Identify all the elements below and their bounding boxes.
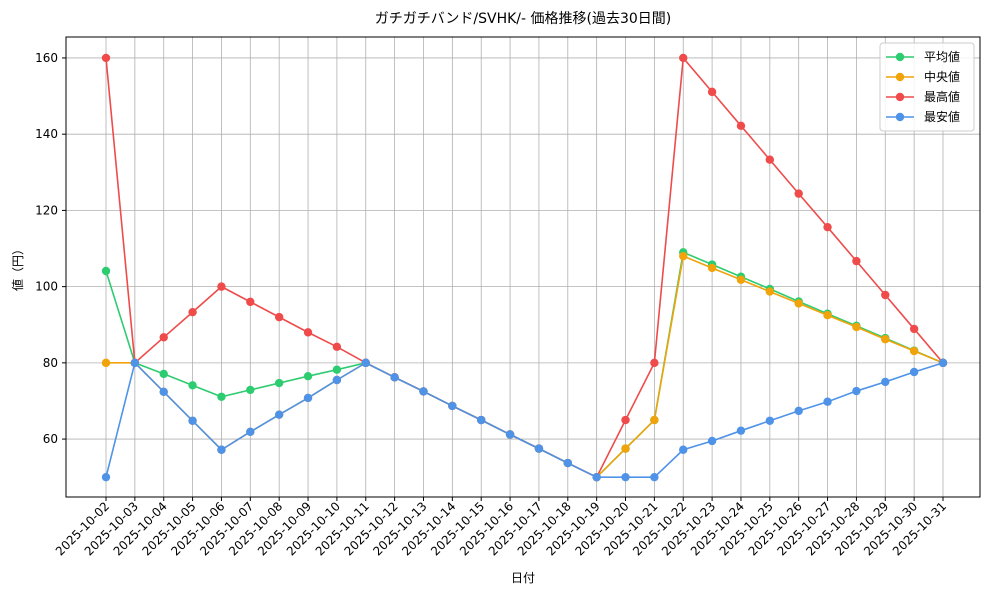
data-point: [909, 324, 919, 334]
y-tick-label: 80: [43, 356, 58, 370]
data-point: [765, 155, 775, 164]
series-line: [105, 361, 944, 478]
data-point: [390, 373, 399, 382]
data-point: [909, 346, 919, 356]
data-point: [303, 393, 313, 403]
data-point: [823, 222, 832, 232]
data-point: [419, 387, 428, 396]
data-point: [621, 472, 630, 482]
data-point: [188, 416, 197, 425]
data-point: [303, 371, 313, 381]
data-point: [823, 397, 832, 406]
y-axis-label: 値（円）: [10, 243, 25, 291]
data-point: [130, 358, 140, 368]
data-point: [621, 415, 630, 425]
y-tick-label: 160: [35, 51, 58, 65]
y-tick-label: 60: [43, 432, 58, 446]
plot-frame: [65, 36, 981, 498]
data-point: [332, 375, 342, 385]
data-point: [852, 386, 861, 396]
data-point: [101, 53, 111, 63]
data-point: [332, 342, 342, 352]
legend-label: 最安値: [924, 109, 960, 124]
data-point: [303, 328, 313, 337]
data-point: [188, 307, 197, 317]
data-point: [650, 358, 659, 368]
legend-marker: [895, 52, 905, 62]
data-point: [736, 426, 746, 435]
data-point: [881, 377, 890, 387]
data-point: [736, 275, 746, 284]
legend-label: 中央値: [924, 69, 960, 84]
data-point: [477, 415, 486, 425]
data-point: [794, 406, 803, 416]
data-point: [650, 472, 659, 482]
data-point: [707, 436, 717, 446]
data-point: [794, 299, 803, 308]
data-point: [881, 335, 890, 344]
data-point: [765, 416, 775, 425]
data-point: [159, 387, 168, 397]
data-point: [101, 358, 111, 368]
data-point: [909, 367, 919, 377]
data-point: [592, 472, 601, 482]
y-tick-label: 120: [35, 203, 58, 217]
data-point: [101, 472, 111, 482]
data-point: [188, 381, 197, 390]
data-point: [794, 189, 803, 198]
data-point: [274, 378, 284, 388]
data-point: [881, 290, 890, 300]
data-point: [679, 445, 688, 454]
data-point: [246, 297, 255, 307]
data-point: [679, 53, 688, 63]
data-point: [707, 263, 717, 273]
legend-box: [879, 42, 975, 132]
y-tick-label: 140: [35, 127, 58, 141]
data-point: [246, 427, 255, 437]
legend-marker: [895, 112, 905, 122]
data-point: [217, 445, 226, 454]
data-point: [852, 256, 861, 266]
data-point: [736, 121, 746, 130]
data-point: [274, 410, 284, 419]
data-point: [852, 322, 861, 332]
data-point: [274, 312, 284, 322]
data-point: [505, 430, 515, 439]
data-point: [563, 458, 572, 468]
data-point: [679, 251, 688, 261]
data-point: [246, 385, 255, 395]
legend-marker: [895, 72, 905, 82]
legend-label: 平均値: [924, 49, 960, 64]
data-point: [707, 87, 717, 97]
chart-title: ガチガチバンド/SVHK/- 価格推移(過去30日間): [375, 11, 672, 27]
data-point: [448, 401, 457, 411]
data-point: [217, 392, 226, 401]
legend-marker: [895, 92, 905, 102]
data-point: [217, 282, 226, 291]
legend-label: 最高値: [924, 89, 960, 104]
series-line: [105, 56, 944, 479]
data-point: [332, 365, 342, 374]
data-point: [101, 266, 111, 276]
data-point: [621, 444, 630, 453]
data-point: [361, 358, 370, 368]
data-point: [765, 287, 775, 296]
data-point: [823, 311, 832, 320]
x-axis-label: 日付: [511, 571, 535, 585]
data-point: [534, 444, 544, 453]
data-point: [650, 415, 659, 425]
data-point: [159, 333, 168, 342]
data-point: [159, 369, 168, 379]
data-point: [938, 358, 948, 368]
y-tick-label: 100: [35, 280, 58, 294]
